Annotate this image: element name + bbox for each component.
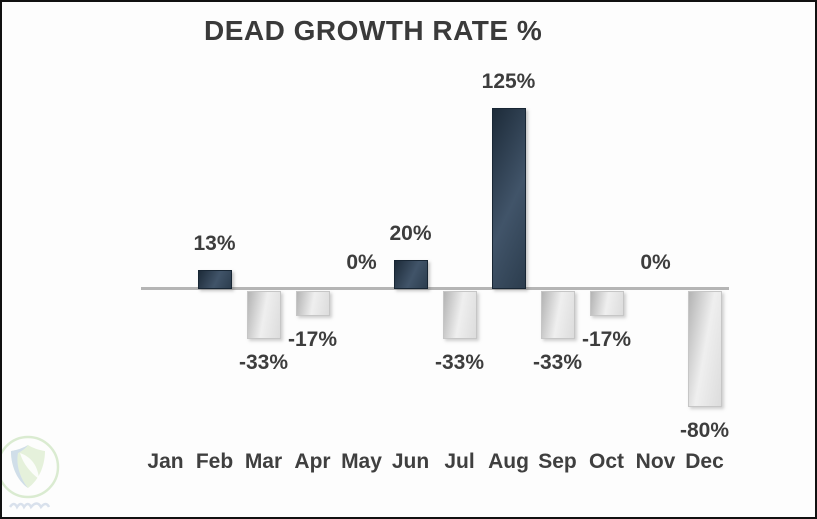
x-axis-label-mar: Mar <box>244 450 283 473</box>
x-axis-label-feb: Feb <box>195 450 234 473</box>
x-axis-label-jul: Jul <box>444 450 475 473</box>
bar-column-oct: -17% <box>582 62 631 447</box>
bar-dec <box>687 291 722 407</box>
bar-column-apr: -17% <box>288 62 337 447</box>
bar-column-aug: 125% <box>481 62 536 447</box>
data-label-oct: -17% <box>581 328 632 351</box>
x-axis-label-aug: Aug <box>488 450 529 473</box>
data-label-feb: 13% <box>193 232 236 255</box>
bar-column-jan <box>141 62 190 447</box>
data-label-nov: 0% <box>640 251 671 274</box>
data-label-apr: -17% <box>287 328 338 351</box>
x-axis-label-sep: Sep <box>538 450 577 473</box>
data-label-dec: -80% <box>679 419 730 442</box>
x-axis-label-may: May <box>341 450 382 473</box>
bar-column-jun: 20% <box>386 62 435 447</box>
x-axis-label-oct: Oct <box>588 450 624 473</box>
bar-column-mar: -33% <box>239 62 288 447</box>
data-label-may: 0% <box>346 251 377 274</box>
shield-leaf-logo-watermark <box>2 435 60 510</box>
bar-column-may: 0% <box>337 62 386 447</box>
bar-jun <box>393 260 428 289</box>
bar-aug <box>491 108 526 289</box>
x-axis-label-jan: Jan <box>147 450 184 473</box>
data-label-jul: -33% <box>434 351 485 374</box>
plot-area: 13% -33% -17% 0% 20% -33% 125% -33% -17% 0% -80% J… <box>141 62 729 473</box>
data-label-mar: -33% <box>238 351 289 374</box>
data-label-aug: 125% <box>481 70 536 93</box>
zero-axis-line <box>141 287 729 290</box>
data-label-sep: -33% <box>532 351 583 374</box>
bar-jul <box>442 291 477 339</box>
chart-title: DEAD GROWTH RATE % <box>204 15 543 46</box>
bar-apr <box>295 291 330 316</box>
x-axis-label-dec: Dec <box>685 450 724 473</box>
data-label-jun: 20% <box>389 222 432 245</box>
bar-feb <box>197 270 232 289</box>
x-axis-label-apr: Apr <box>294 450 331 473</box>
bar-column-sep: -33% <box>533 62 582 447</box>
bar-oct <box>589 291 624 316</box>
bar-mar <box>246 291 281 339</box>
bar-column-feb: 13% <box>190 62 239 447</box>
x-axis-labels: Jan Feb Mar Apr May Jun Jul Aug Sep Oct Nov Dec <box>141 449 729 475</box>
x-axis-label-nov: Nov <box>635 450 676 473</box>
x-axis-label-jun: Jun <box>391 450 430 473</box>
bar-column-jul: -33% <box>435 62 484 447</box>
bar-column-nov: 0% <box>631 62 680 447</box>
bar-sep <box>540 291 575 339</box>
bar-columns: 13% -33% -17% 0% 20% -33% 125% -33% -17% 0% -80% <box>141 62 729 447</box>
bar-column-dec: -80% <box>680 62 729 447</box>
